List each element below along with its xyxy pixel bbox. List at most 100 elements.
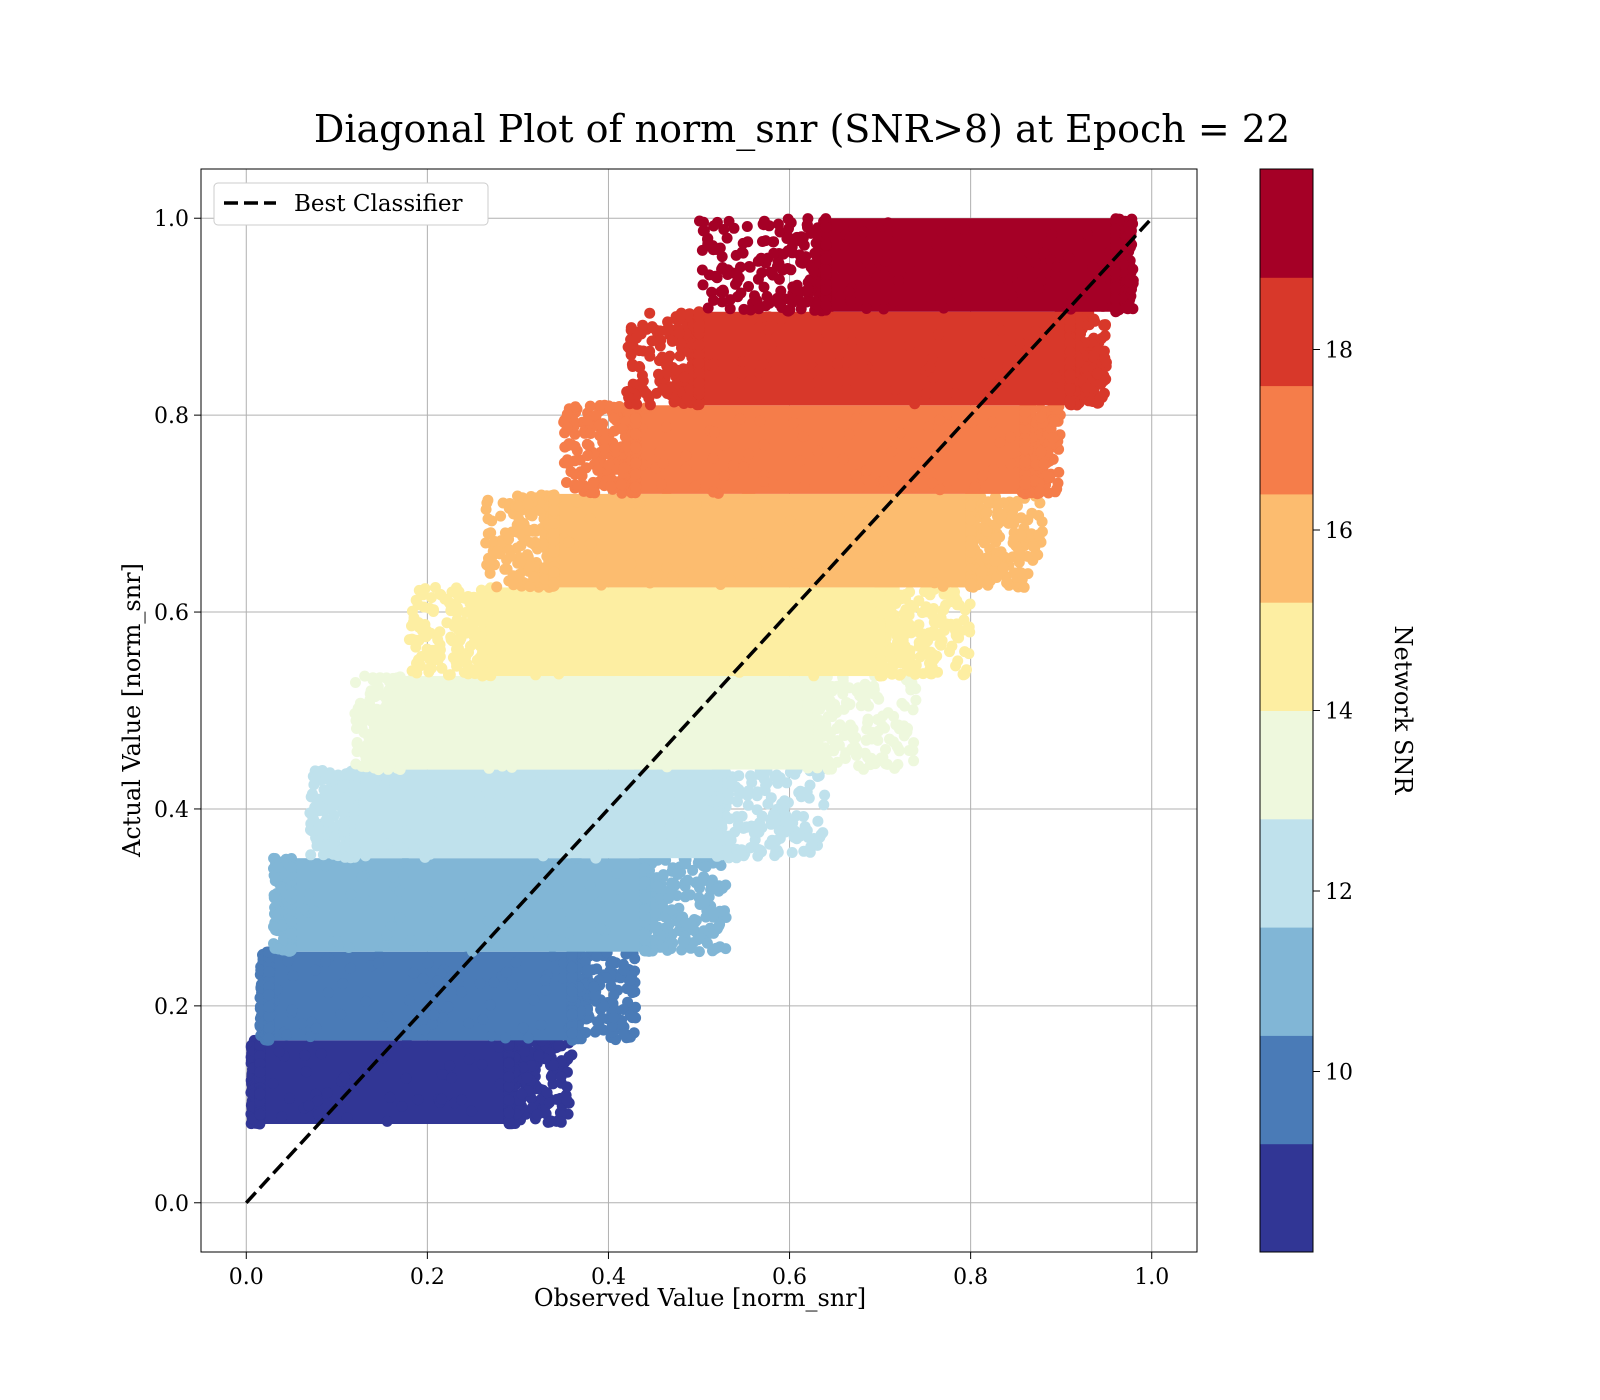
- data-point: [286, 1004, 298, 1016]
- data-point: [263, 966, 275, 978]
- data-point: [590, 852, 602, 864]
- data-point: [304, 1031, 316, 1043]
- data-point: [813, 591, 825, 603]
- data-point: [505, 550, 517, 562]
- data-point: [513, 514, 525, 526]
- data-point: [789, 768, 801, 780]
- data-point: [647, 934, 659, 946]
- data-point: [657, 869, 669, 881]
- data-point: [718, 470, 730, 482]
- data-point: [394, 671, 406, 683]
- data-point: [356, 760, 368, 772]
- data-point: [977, 470, 989, 482]
- data-point: [533, 1050, 545, 1062]
- data-point: [582, 450, 594, 462]
- snr-band-6: [480, 488, 1048, 593]
- data-point: [547, 931, 559, 943]
- data-point: [566, 949, 578, 961]
- data-point: [312, 1108, 324, 1120]
- data-point: [500, 1032, 511, 1044]
- data-point: [351, 737, 363, 748]
- data-point: [432, 975, 444, 987]
- snr-band-3: [304, 764, 831, 864]
- data-point: [895, 657, 907, 669]
- data-point: [649, 921, 661, 933]
- data-point: [918, 586, 930, 597]
- data-point: [263, 1010, 275, 1022]
- data-point: [874, 644, 886, 656]
- data-point: [382, 1010, 394, 1022]
- data-point: [631, 704, 643, 716]
- data-point: [263, 989, 275, 1001]
- data-point: [964, 598, 976, 610]
- snr-band-8: [621, 306, 1112, 411]
- data-point: [476, 1059, 488, 1070]
- data-point: [546, 950, 558, 962]
- data-point: [907, 744, 919, 756]
- data-point: [802, 698, 814, 709]
- data-point: [952, 655, 964, 667]
- data-point: [665, 830, 677, 842]
- data-point: [874, 632, 886, 644]
- data-point: [609, 442, 621, 454]
- data-point: [794, 455, 806, 467]
- data-point: [725, 834, 737, 846]
- data-point: [889, 384, 901, 396]
- data-point: [456, 1094, 468, 1106]
- data-point: [779, 795, 790, 807]
- data-point: [629, 953, 641, 965]
- data-point: [566, 721, 578, 733]
- data-point: [268, 869, 280, 881]
- data-point: [743, 679, 754, 691]
- data-point: [381, 838, 393, 850]
- data-point: [965, 578, 977, 590]
- data-point: [500, 966, 512, 978]
- data-point: [299, 1049, 311, 1061]
- data-point: [752, 613, 764, 625]
- data-point: [653, 598, 665, 609]
- data-point: [630, 413, 642, 425]
- data-point: [381, 1115, 393, 1127]
- data-point: [502, 843, 514, 855]
- data-point: [762, 798, 774, 810]
- data-point: [344, 962, 356, 974]
- data-point: [493, 793, 505, 805]
- data-point: [660, 421, 672, 433]
- data-point: [761, 777, 773, 789]
- data-point: [503, 1081, 515, 1093]
- data-point: [414, 815, 426, 827]
- data-point: [522, 498, 534, 510]
- data-point: [548, 1059, 559, 1071]
- data-point: [592, 464, 604, 476]
- data-point: [467, 945, 478, 957]
- data-point: [449, 935, 461, 947]
- data-point: [666, 877, 678, 889]
- data-point: [874, 621, 886, 633]
- data-point: [451, 643, 462, 655]
- data-point: [812, 445, 824, 457]
- data-point: [537, 850, 549, 862]
- data-point: [315, 1048, 327, 1060]
- data-point: [802, 688, 814, 700]
- data-point: [268, 921, 279, 933]
- data-point: [756, 846, 767, 858]
- data-point: [630, 1001, 641, 1013]
- data-point: [769, 771, 781, 783]
- data-point: [965, 539, 977, 551]
- data-point: [375, 733, 387, 745]
- data-point: [982, 496, 994, 508]
- data-point: [396, 1101, 408, 1112]
- data-point: [488, 977, 500, 988]
- data-point: [531, 1109, 543, 1121]
- data-point: [720, 943, 732, 955]
- data-point: [784, 515, 796, 527]
- data-point: [432, 634, 444, 646]
- data-point: [384, 1091, 396, 1103]
- data-point: [722, 788, 734, 800]
- data-point: [548, 504, 560, 516]
- data-point: [786, 847, 798, 858]
- data-point: [506, 721, 518, 733]
- data-point: [952, 632, 964, 644]
- data-point: [593, 896, 605, 908]
- data-point: [681, 838, 693, 850]
